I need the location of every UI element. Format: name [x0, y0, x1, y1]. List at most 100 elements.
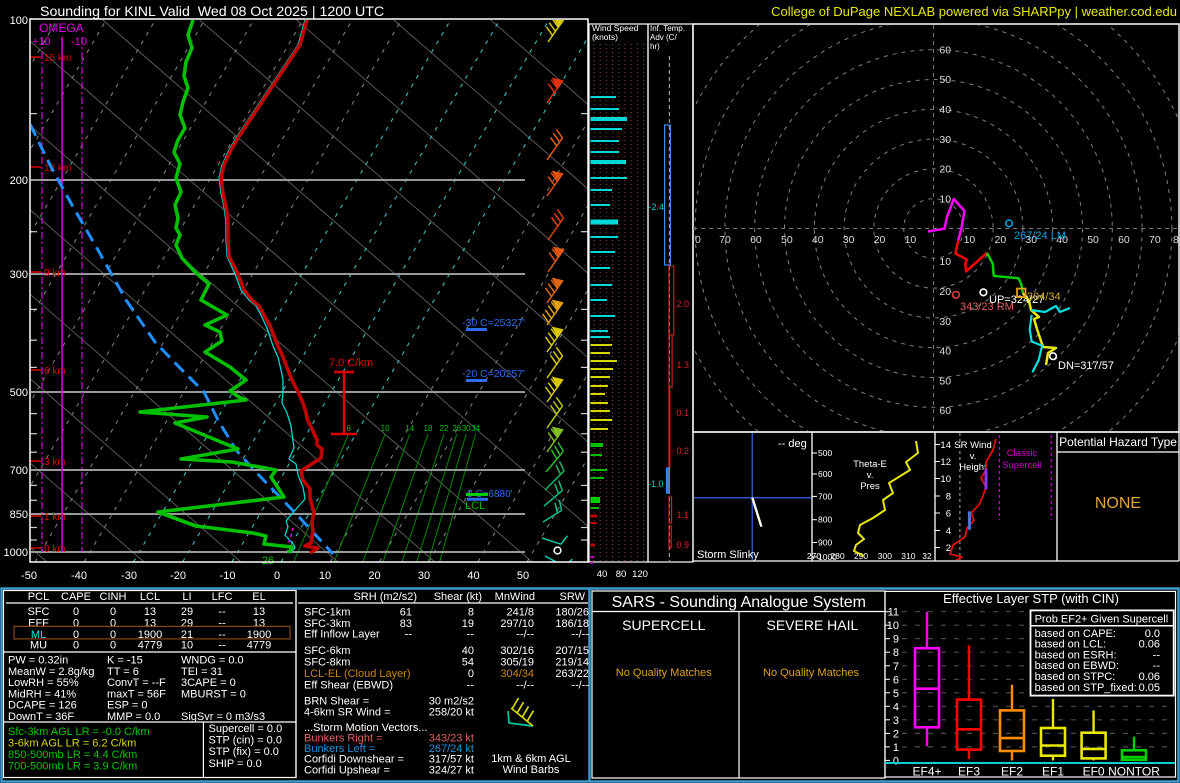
svg-text:0: 0: [468, 668, 474, 680]
svg-text:1000: 1000: [818, 552, 837, 562]
svg-text:60: 60: [750, 234, 762, 246]
svg-text:0: 0: [274, 570, 280, 582]
svg-text:0: 0: [110, 640, 116, 652]
svg-text:--: --: [467, 629, 475, 641]
svg-text:11: 11: [888, 607, 899, 619]
svg-text:0.06: 0.06: [1139, 639, 1160, 651]
svg-text:NONE: NONE: [1095, 495, 1141, 512]
svg-text:MidRH = 41%: MidRH = 41%: [8, 688, 76, 700]
svg-text:Storm Slinky: Storm Slinky: [697, 549, 759, 561]
svg-text:--: --: [218, 617, 226, 629]
svg-text:based on ESRH:: based on ESRH:: [1035, 649, 1117, 661]
svg-text:13: 13: [144, 606, 156, 618]
svg-text:SRH (m2/s2): SRH (m2/s2): [353, 591, 417, 603]
svg-text:College of DuPage NEXLAB power: College of DuPage NEXLAB powered via SHA…: [771, 4, 1177, 19]
svg-text:0: 0: [110, 617, 116, 629]
svg-text:60: 60: [1118, 234, 1130, 246]
svg-text:MU: MU: [30, 640, 47, 652]
svg-text:Classic: Classic: [1007, 448, 1038, 459]
svg-text:1 km: 1 km: [44, 512, 66, 523]
svg-text:13: 13: [253, 606, 265, 618]
svg-text:13: 13: [144, 617, 156, 629]
svg-text:Adv (C/: Adv (C/: [650, 33, 677, 42]
svg-text:270: 270: [807, 551, 821, 561]
svg-text:324/27 kt: 324/27 kt: [429, 764, 474, 776]
svg-text:700: 700: [10, 465, 28, 477]
svg-text:8: 8: [468, 607, 474, 619]
svg-text:20: 20: [368, 570, 380, 582]
svg-text:Bunkers Left =: Bunkers Left =: [304, 743, 375, 755]
svg-text:(knots): (knots): [592, 32, 618, 42]
svg-text:12: 12: [940, 457, 951, 468]
svg-text:0: 0: [73, 617, 79, 629]
svg-text:CINH: CINH: [100, 591, 127, 603]
svg-text:10: 10: [940, 474, 951, 485]
svg-text:302/16: 302/16: [500, 645, 534, 657]
svg-text:18: 18: [424, 424, 433, 433]
svg-text:317/57 kt: 317/57 kt: [429, 754, 474, 766]
svg-text:based on EBWD:: based on EBWD:: [1035, 660, 1119, 672]
svg-text:v.: v.: [867, 470, 874, 481]
svg-text:ConvT = --F: ConvT = --F: [107, 677, 166, 689]
svg-text:PW = 0.32in: PW = 0.32in: [8, 655, 68, 667]
svg-text:207/15: 207/15: [555, 645, 589, 657]
svg-text:70: 70: [719, 234, 731, 246]
svg-text:310: 310: [901, 551, 915, 561]
svg-text:120: 120: [632, 569, 648, 580]
svg-text:343/23 RM: 343/23 RM: [960, 301, 1014, 313]
svg-text:700: 700: [818, 491, 832, 501]
svg-text:10: 10: [381, 424, 390, 433]
svg-text:30 m2/s2: 30 m2/s2: [429, 696, 474, 708]
svg-text:20: 20: [939, 286, 951, 298]
svg-text:-1.0: -1.0: [648, 479, 664, 489]
svg-text:10: 10: [319, 570, 331, 582]
svg-text:241/8: 241/8: [506, 607, 534, 619]
svg-text:13: 13: [253, 617, 265, 629]
svg-text:219/14: 219/14: [555, 657, 589, 669]
svg-text:6: 6: [946, 509, 951, 520]
svg-text:0.0: 0.0: [1145, 628, 1160, 640]
svg-text:hr): hr): [650, 42, 660, 51]
svg-text:MnWind: MnWind: [495, 591, 535, 603]
svg-text:22: 22: [439, 424, 448, 433]
svg-text:267/24 kt: 267/24 kt: [429, 743, 474, 755]
svg-text:1900: 1900: [138, 629, 162, 641]
svg-text:SigSvr = 0 m3/s3: SigSvr = 0 m3/s3: [181, 711, 265, 723]
svg-text:LowRH = 55%: LowRH = 55%: [8, 677, 79, 689]
svg-text:EF2: EF2: [1001, 765, 1023, 779]
svg-text:0.05: 0.05: [1139, 682, 1160, 694]
svg-text:10: 10: [939, 193, 951, 205]
svg-text:21: 21: [181, 629, 193, 641]
svg-text:Supercell = 0.0: Supercell = 0.0: [209, 723, 283, 735]
svg-text:20: 20: [874, 234, 886, 246]
svg-text:186/18: 186/18: [555, 618, 589, 630]
svg-text:40: 40: [812, 234, 824, 246]
svg-text:LCL: LCL: [140, 591, 160, 603]
svg-text:-10: -10: [71, 36, 87, 48]
svg-text:1.3: 1.3: [677, 360, 690, 370]
svg-text:50: 50: [1087, 234, 1099, 246]
svg-text:300: 300: [878, 551, 892, 561]
svg-text:280: 280: [830, 551, 844, 561]
svg-text:40: 40: [939, 346, 951, 358]
svg-text:83: 83: [400, 618, 412, 630]
svg-text:32: 32: [922, 551, 932, 561]
svg-text:Theta-E: Theta-E: [853, 459, 887, 470]
svg-text:30: 30: [462, 424, 471, 433]
svg-text:30: 30: [939, 134, 951, 146]
svg-text:No Quality Matches: No Quality Matches: [616, 667, 712, 679]
svg-text:SHIP = 0.0: SHIP = 0.0: [209, 758, 262, 770]
svg-text:12 km: 12 km: [44, 163, 71, 174]
svg-text:200: 200: [10, 175, 28, 187]
svg-text:LCL: LCL: [465, 500, 485, 512]
svg-text:--/--: --/--: [516, 680, 534, 692]
svg-text:600: 600: [818, 469, 832, 479]
svg-text:30: 30: [418, 570, 430, 582]
svg-text:Sfc-3km AGL LR = -0.0 C/km: Sfc-3km AGL LR = -0.0 C/km: [8, 726, 150, 738]
svg-text:180/26: 180/26: [555, 607, 589, 619]
svg-text:20: 20: [995, 234, 1007, 246]
svg-text:7.0 C/km: 7.0 C/km: [329, 357, 373, 369]
svg-text:700-500mb LR = 3.9 C/km: 700-500mb LR = 3.9 C/km: [8, 761, 137, 773]
svg-text:--: --: [1153, 660, 1161, 672]
svg-text:EF0: EF0: [1083, 765, 1105, 779]
